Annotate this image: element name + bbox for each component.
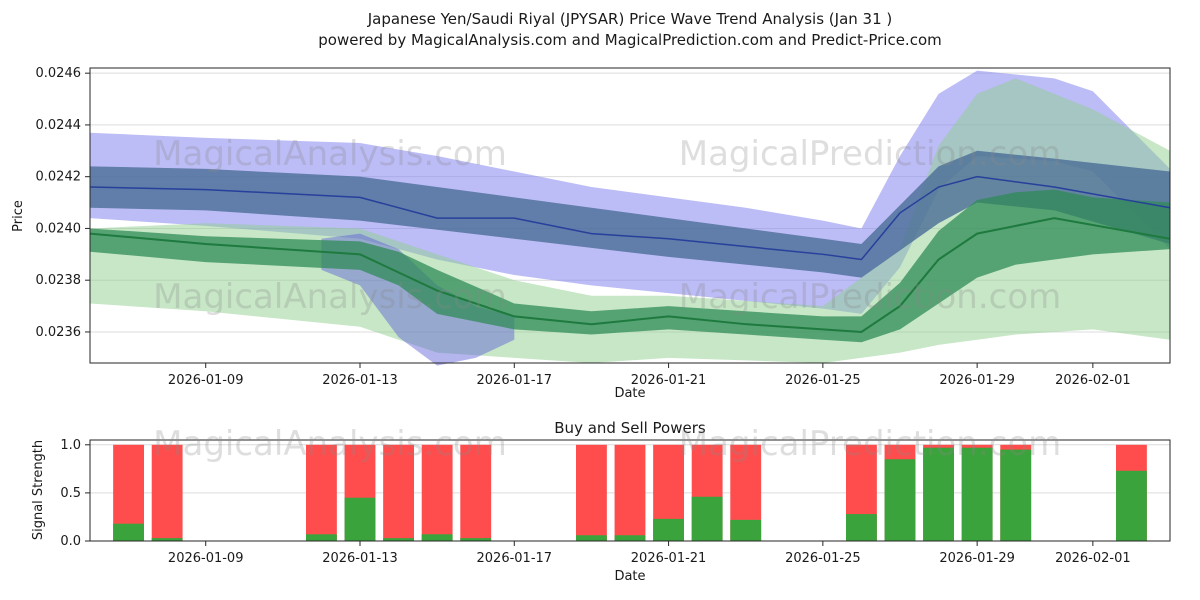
buy-bar bbox=[344, 497, 376, 541]
x-tick-label: 2026-01-09 bbox=[168, 373, 244, 388]
sell-bar bbox=[614, 444, 646, 541]
buy-bar bbox=[923, 447, 954, 541]
x-tick-label: 2026-01-13 bbox=[322, 551, 398, 566]
signal-xlabel: Date bbox=[614, 569, 645, 584]
x-tick-label: 2026-02-01 bbox=[1055, 551, 1131, 566]
buy-bar bbox=[1116, 470, 1147, 541]
x-tick-label: 2026-01-09 bbox=[168, 551, 244, 566]
chart-title-line1: Japanese Yen/Saudi Riyal (JPYSAR) Price … bbox=[367, 10, 893, 28]
x-tick-label: 2026-01-17 bbox=[477, 551, 553, 566]
watermark-magicalanalysis-top-lower: MagicalAnalysis.com bbox=[153, 277, 507, 317]
buy-bar bbox=[961, 447, 993, 541]
signal-chart-plot: 0.0 0.5 1.0 2026-01-09 2026-01-13 2026-01-17 2… bbox=[60, 438, 1171, 566]
watermark-magicalanalysis-bottom: MagicalAnalysis.com bbox=[153, 424, 507, 464]
buy-bar bbox=[730, 519, 762, 541]
buy-bar bbox=[383, 538, 414, 541]
signal-plot-frame bbox=[89, 439, 1171, 542]
buy-bar bbox=[614, 535, 646, 541]
sell-bar bbox=[421, 444, 453, 541]
buy-bar bbox=[460, 538, 492, 541]
y-tick-label: 0.0 bbox=[60, 534, 81, 549]
buy-bar bbox=[653, 518, 684, 541]
watermark-magicalprediction-top-upper: MagicalPrediction.com bbox=[679, 134, 1062, 174]
sell-bar bbox=[306, 444, 337, 541]
buy-bar bbox=[884, 459, 916, 541]
chart-title-line2: powered by MagicalAnalysis.com and Magic… bbox=[318, 31, 942, 49]
sell-bar bbox=[151, 444, 183, 541]
x-tick-label: 2026-01-21 bbox=[631, 551, 707, 566]
watermark-magicalanalysis-top-upper: MagicalAnalysis.com bbox=[153, 134, 507, 174]
price-trend-line-blue bbox=[89, 175, 1171, 261]
y-tick-label: 0.0236 bbox=[36, 325, 82, 340]
price-xlabel: Date bbox=[614, 386, 645, 401]
y-tick-label: 1.0 bbox=[60, 438, 81, 453]
buy-bar bbox=[151, 538, 183, 541]
price-plot-frame bbox=[89, 67, 1171, 364]
sell-bar bbox=[383, 444, 414, 541]
buy-bar bbox=[846, 514, 877, 541]
y-tick-label: 0.5 bbox=[60, 486, 81, 501]
sell-bar bbox=[576, 444, 607, 541]
buy-bar bbox=[691, 496, 723, 541]
x-tick-label: 2026-01-25 bbox=[785, 373, 861, 388]
buy-bar bbox=[421, 534, 453, 541]
y-tick-label: 0.0240 bbox=[36, 221, 82, 236]
sell-bar bbox=[460, 444, 492, 541]
signal-ylabel: Signal Strength bbox=[31, 440, 46, 540]
y-tick-label: 0.0242 bbox=[36, 170, 82, 185]
buy-bar bbox=[306, 534, 337, 541]
y-tick-label: 0.0238 bbox=[36, 273, 82, 288]
x-tick-label: 2026-02-01 bbox=[1055, 373, 1131, 388]
x-tick-label: 2026-01-29 bbox=[939, 373, 1015, 388]
watermark-magicalprediction-bottom: MagicalPrediction.com bbox=[679, 424, 1062, 464]
price-ylabel: Price bbox=[11, 200, 26, 232]
buy-bar bbox=[113, 523, 144, 541]
price-trend-line-green bbox=[89, 217, 1171, 333]
price-chart-plot: 0.0236 0.0238 0.0240 0.0242 0.0244 0.0246 2026… bbox=[36, 66, 1171, 388]
buy-bar bbox=[1000, 449, 1032, 541]
signal-chart-title: Buy and Sell Powers bbox=[554, 419, 706, 437]
green-inner-band bbox=[90, 189, 1170, 343]
watermark-magicalprediction-top-lower: MagicalPrediction.com bbox=[679, 277, 1062, 317]
buy-bar bbox=[576, 535, 607, 541]
x-tick-label: 2026-01-29 bbox=[939, 551, 1015, 566]
steel-trend-band bbox=[90, 150, 1170, 278]
x-tick-label: 2026-01-21 bbox=[631, 373, 707, 388]
x-tick-label: 2026-01-17 bbox=[477, 373, 553, 388]
x-tick-label: 2026-01-25 bbox=[785, 551, 861, 566]
y-tick-label: 0.0246 bbox=[36, 66, 82, 81]
y-tick-label: 0.0244 bbox=[36, 118, 82, 133]
x-tick-label: 2026-01-13 bbox=[322, 373, 398, 388]
